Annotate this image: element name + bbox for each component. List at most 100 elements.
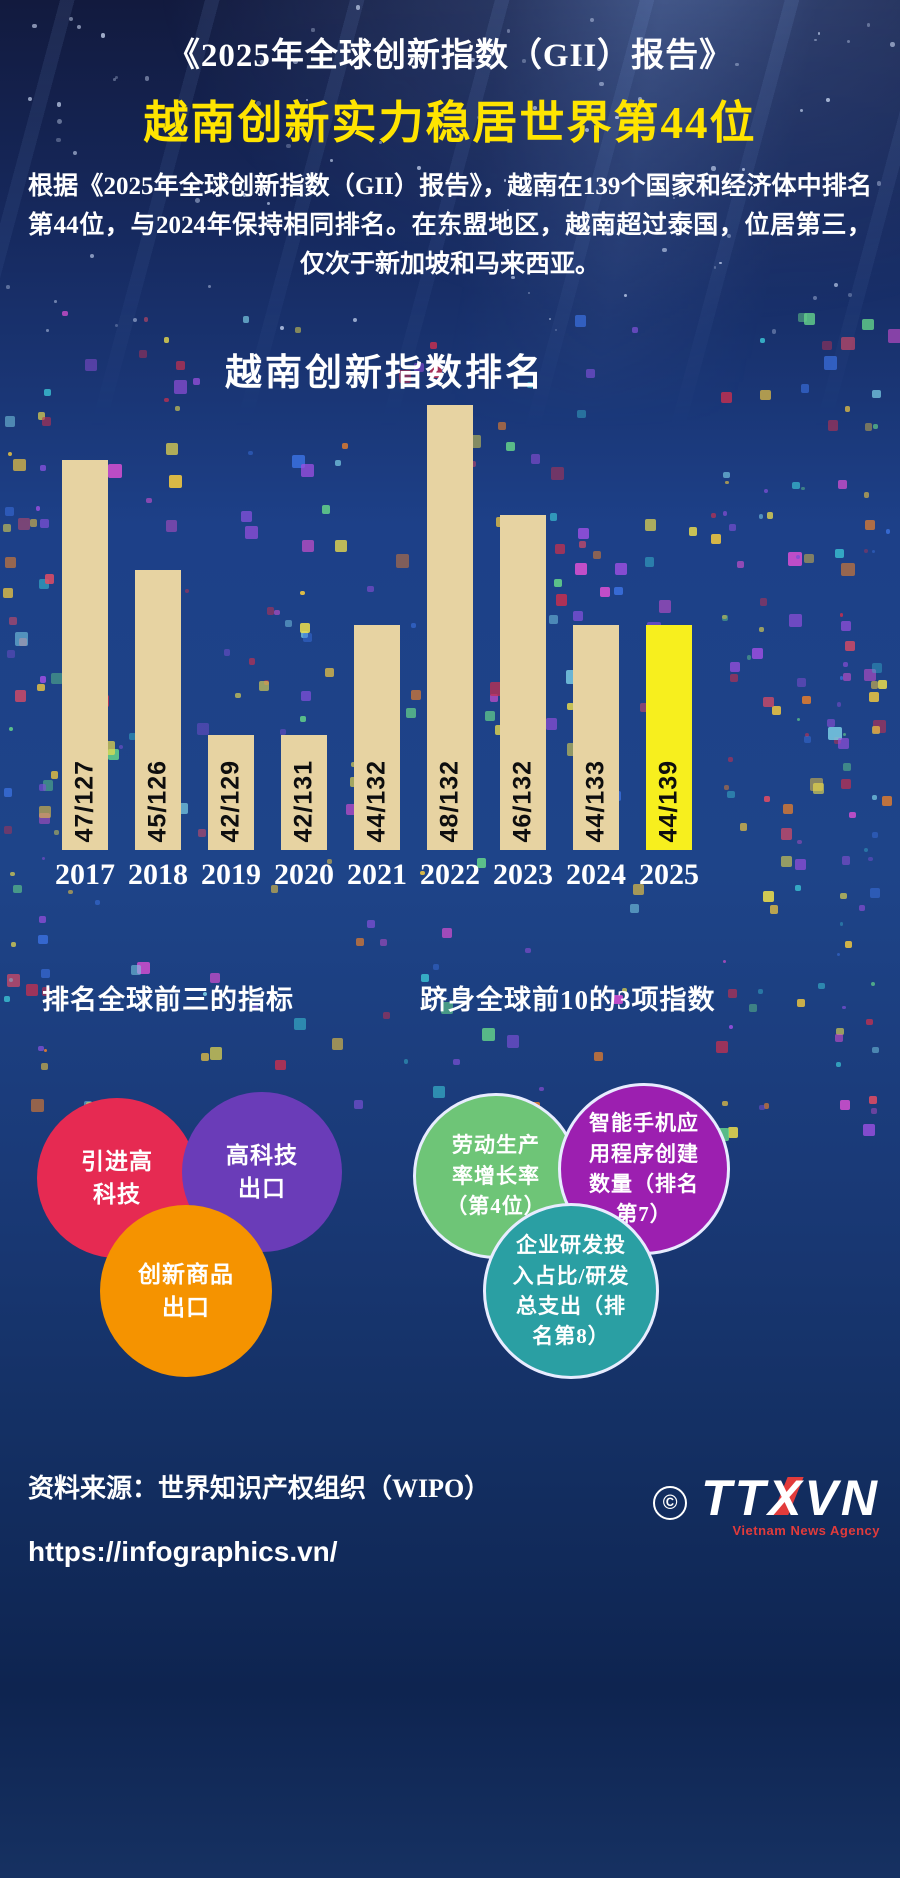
confetti-dot bbox=[763, 891, 774, 903]
confetti-dot bbox=[210, 972, 221, 984]
confetti-dot bbox=[27, 96, 33, 102]
confetti-dot bbox=[760, 389, 772, 401]
confetti-dot bbox=[599, 81, 604, 86]
confetti-dot bbox=[728, 989, 737, 998]
confetti-dot bbox=[419, 870, 425, 876]
confetti-dot bbox=[72, 150, 78, 156]
confetti-dot bbox=[14, 690, 26, 702]
confetti-dot bbox=[796, 717, 801, 722]
confetti-dot bbox=[843, 673, 852, 682]
confetti-dot bbox=[759, 598, 768, 606]
confetti-dot bbox=[868, 692, 879, 703]
confetti-dot bbox=[299, 622, 311, 634]
confetti-dot bbox=[498, 421, 507, 431]
confetti-dot bbox=[175, 406, 181, 412]
confetti-dot bbox=[12, 884, 22, 894]
confetti-dot bbox=[14, 632, 29, 646]
confetti-dot bbox=[68, 17, 73, 22]
confetti-dot bbox=[711, 512, 717, 518]
confetti-dot bbox=[398, 370, 412, 383]
confetti-dot bbox=[452, 1058, 460, 1066]
bar-2019: 42/129 bbox=[208, 735, 254, 850]
confetti-dot bbox=[866, 23, 871, 27]
bar-rank-label-2023: 46/132 bbox=[508, 759, 537, 842]
confetti-dot bbox=[40, 518, 50, 528]
confetti-dot bbox=[39, 806, 51, 818]
year-label-2019: 2019 bbox=[201, 858, 261, 891]
confetti-dot bbox=[632, 883, 644, 895]
confetti-dot bbox=[813, 783, 825, 795]
confetti-dot bbox=[8, 451, 13, 456]
confetti-dot bbox=[859, 905, 866, 912]
confetti-dot bbox=[539, 1086, 544, 1092]
bar-rank-label-2022: 48/132 bbox=[435, 759, 464, 842]
confetti-dot bbox=[729, 524, 737, 532]
confetti-dot bbox=[872, 1046, 879, 1054]
ttxvn-logo: © TTXVN Vietnam News Agency bbox=[653, 1472, 880, 1538]
confetti-dot bbox=[881, 795, 892, 806]
confetti-dot bbox=[548, 317, 551, 321]
report-title: 《2025年全球创新指数（GII）报告》 bbox=[166, 38, 734, 74]
confetti-dot bbox=[405, 708, 416, 719]
confetti-dot bbox=[719, 261, 723, 265]
bar-rank-label-2021: 44/132 bbox=[362, 759, 391, 842]
confetti-dot bbox=[115, 75, 119, 79]
confetti-dot bbox=[613, 994, 623, 1005]
confetti-dot bbox=[476, 858, 486, 868]
confetti-dot bbox=[842, 1005, 846, 1010]
confetti-dot bbox=[639, 36, 643, 40]
confetti-dot bbox=[325, 668, 334, 677]
confetti-dot bbox=[61, 310, 68, 317]
confetti-dot bbox=[797, 677, 807, 687]
confetti-dot bbox=[843, 732, 847, 737]
confetti-dot bbox=[85, 358, 98, 371]
confetti-dot bbox=[872, 423, 879, 430]
confetti-dot bbox=[737, 561, 744, 568]
confetti-dot bbox=[416, 165, 421, 170]
confetti-dot bbox=[506, 208, 510, 211]
confetti-dot bbox=[9, 977, 14, 982]
year-label-2020: 2020 bbox=[274, 858, 334, 891]
confetti-dot bbox=[4, 557, 16, 569]
confetti-dot bbox=[352, 317, 358, 323]
confetti-dot bbox=[735, 62, 739, 67]
confetti-dot bbox=[797, 999, 805, 1008]
confetti-dot bbox=[841, 856, 851, 865]
confetti-dot bbox=[429, 341, 438, 350]
confetti-dot bbox=[511, 276, 515, 280]
confetti-dot bbox=[871, 726, 880, 735]
confetti-dot bbox=[844, 406, 851, 413]
confetti-dot bbox=[862, 318, 874, 331]
confetti-dot bbox=[840, 620, 851, 631]
confetti-dot bbox=[164, 337, 170, 343]
confetti-dot bbox=[844, 940, 853, 949]
confetti-dot bbox=[722, 511, 728, 516]
confetti-dot bbox=[835, 1061, 842, 1068]
ttxvn-logo-subtitle: Vietnam News Agency bbox=[732, 1522, 880, 1538]
confetti-dot bbox=[783, 803, 794, 815]
confetti-dot bbox=[7, 973, 21, 987]
confetti-dot bbox=[259, 60, 264, 65]
confetti-dot bbox=[107, 464, 122, 479]
confetti-dot bbox=[266, 221, 271, 227]
confetti-dot bbox=[420, 973, 429, 982]
confetti-dot bbox=[382, 1012, 390, 1020]
confetti-dot bbox=[184, 589, 190, 594]
confetti-dot bbox=[10, 871, 15, 876]
confetti-dot bbox=[42, 416, 52, 426]
confetti-dot bbox=[299, 716, 306, 723]
confetti-dot bbox=[551, 467, 564, 481]
confetti-dot bbox=[56, 102, 62, 107]
confetti-dot bbox=[887, 329, 900, 343]
confetti-dot bbox=[635, 124, 639, 128]
confetti-dot bbox=[689, 527, 698, 536]
confetti-dot bbox=[470, 57, 475, 63]
confetti-dot bbox=[592, 550, 601, 559]
confetti-dot bbox=[193, 377, 201, 385]
confetti-dot bbox=[772, 706, 781, 715]
confetti-dot bbox=[165, 442, 179, 456]
year-label-2021: 2021 bbox=[347, 858, 407, 891]
infographics-url-link[interactable]: https://infographics.vn/ bbox=[28, 1536, 338, 1567]
confetti-dot bbox=[175, 361, 185, 371]
confetti-dot bbox=[631, 327, 638, 334]
